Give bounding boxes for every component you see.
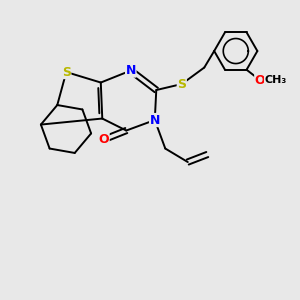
Text: CH₃: CH₃ xyxy=(265,75,287,85)
Text: O: O xyxy=(98,133,109,146)
Text: O: O xyxy=(255,74,266,87)
Text: N: N xyxy=(150,113,160,127)
Text: S: S xyxy=(177,77,186,91)
Text: S: S xyxy=(62,65,71,79)
Text: N: N xyxy=(126,64,136,77)
